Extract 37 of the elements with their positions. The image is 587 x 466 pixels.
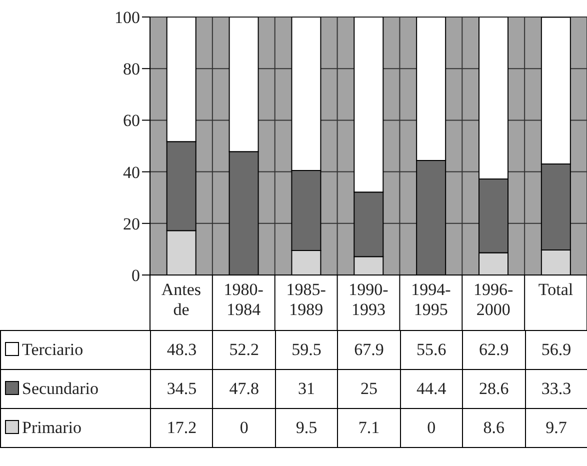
x-tick-label: Total — [538, 280, 574, 299]
data-label: 8.6 — [462, 408, 526, 448]
data-label: 0 — [212, 408, 276, 448]
legend-label: Terciario — [0, 330, 150, 370]
y-tick-label: 0 — [132, 266, 140, 286]
data-label: 9.7 — [525, 408, 587, 448]
y-tick-label: 80 — [123, 60, 140, 79]
x-tick-label: 1994-1995 — [411, 280, 452, 319]
x-tick-label: 1990-1993 — [348, 280, 389, 319]
data-label: 67.9 — [338, 330, 400, 370]
data-label: 44.4 — [400, 370, 463, 408]
data-label: 31 — [275, 370, 338, 408]
data-label: 59.5 — [275, 330, 338, 370]
data-label: 62.9 — [462, 330, 526, 370]
data-label: 56.9 — [525, 330, 587, 370]
data-label: 0 — [400, 408, 463, 448]
data-label: 52.2 — [212, 330, 276, 370]
data-label: 17.2 — [150, 408, 213, 448]
data-label: 55.6 — [400, 330, 463, 370]
y-tick-label: 100 — [114, 8, 140, 28]
y-tick-label: 20 — [123, 214, 140, 234]
data-label: 48.3 — [150, 330, 213, 370]
x-tick-label: 1985-1989 — [286, 280, 326, 319]
data-label: 34.5 — [150, 370, 213, 408]
x-tick-label: 1996-2000 — [474, 280, 514, 319]
y-tick-label: 60 — [123, 111, 140, 130]
data-label: 9.5 — [275, 408, 338, 448]
data-label: 28.6 — [462, 370, 526, 408]
y-tick-label: 40 — [123, 162, 140, 182]
legend-label: Secundario — [0, 370, 150, 408]
data-label: 47.8 — [212, 370, 276, 408]
data-label: 33.3 — [525, 370, 587, 408]
x-tick-label: 1980-1984 — [224, 280, 264, 319]
data-label: 7.1 — [338, 408, 400, 448]
legend-label: Primario — [0, 408, 150, 448]
data-label: 25 — [338, 370, 400, 408]
x-tick-label: Antes de — [161, 280, 202, 319]
